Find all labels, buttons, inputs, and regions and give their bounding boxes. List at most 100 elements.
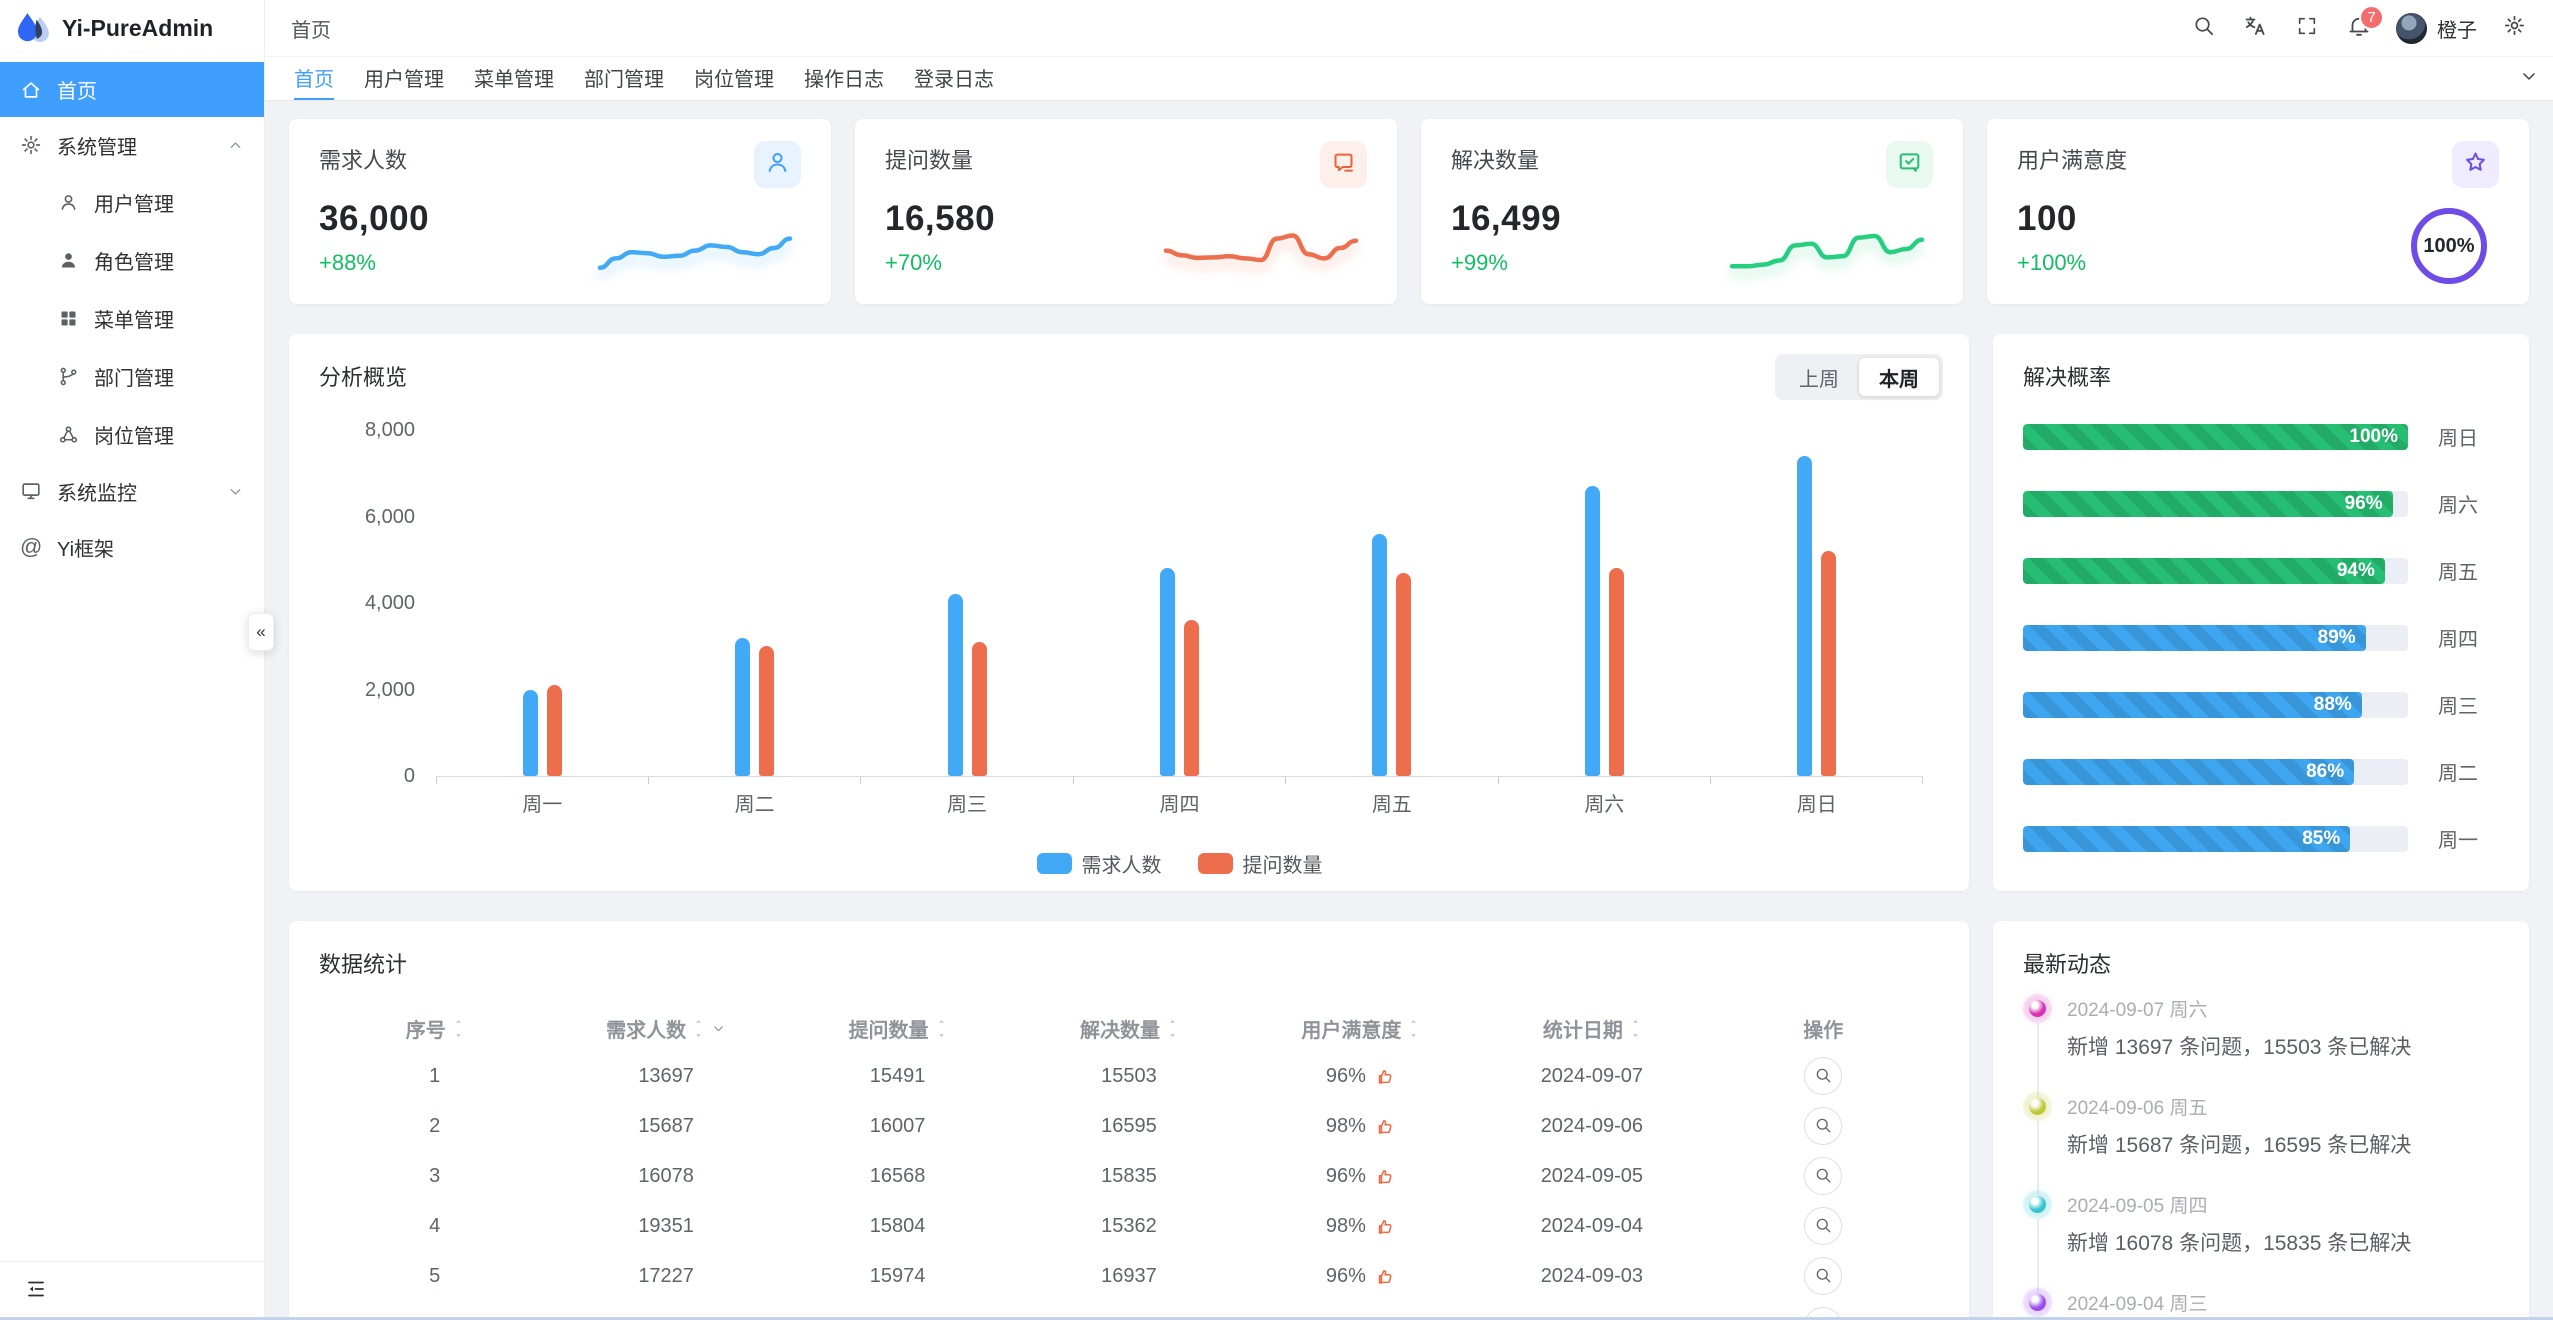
tab-label: 岗位管理 <box>694 69 774 91</box>
column-header-解决数量[interactable]: 解决数量 <box>1013 1014 1244 1043</box>
fullscreen-button[interactable] <box>2284 5 2330 51</box>
sort-carets[interactable] <box>1408 1017 1419 1040</box>
cell-satisfaction: 96% <box>1245 1165 1476 1188</box>
sparkline-chart <box>1163 233 1359 263</box>
tab-op-log[interactable]: 操作日志 <box>804 57 884 100</box>
tab-dept-mgmt[interactable]: 部门管理 <box>584 57 664 100</box>
row-view-button[interactable] <box>1804 1257 1843 1295</box>
settings-button[interactable] <box>2491 5 2537 51</box>
row-view-button[interactable] <box>1804 1107 1843 1145</box>
column-header-操作: 操作 <box>1708 1014 1939 1043</box>
legend-item-提问数量[interactable]: 提问数量 <box>1197 849 1323 878</box>
timeline-date: 2024-09-07 周六 <box>2067 1000 2208 1021</box>
sidebar-item-yi-framework[interactable]: @ Yi框架 <box>0 519 264 575</box>
cell-questions: 16007 <box>869 1114 926 1137</box>
stat-card-questions: 提问数量 16,580 +70% <box>855 119 1397 304</box>
sidebar-item-menu-mgmt[interactable]: 菜单管理 <box>0 289 264 347</box>
stat-card-solved: 解决数量 16,499 +99% <box>1421 119 1963 304</box>
chat-icon <box>1334 153 1353 172</box>
translate-button[interactable] <box>2232 5 2278 51</box>
sort-carets[interactable] <box>936 1017 947 1040</box>
column-header-统计日期[interactable]: 统计日期 <box>1476 1014 1707 1043</box>
sidebar-item-post-mgmt[interactable]: 岗位管理 <box>0 405 264 463</box>
column-header-提问数量[interactable]: 提问数量 <box>782 1014 1013 1043</box>
column-label: 统计日期 <box>1542 1019 1623 1042</box>
chart-category-6 <box>1711 430 1924 784</box>
branch-icon <box>60 367 77 385</box>
cell-satisfaction: 96% <box>1245 1065 1476 1088</box>
tab-post-mgmt[interactable]: 岗位管理 <box>694 57 774 100</box>
app-logo-row[interactable]: Yi-PureAdmin <box>0 0 264 57</box>
sidebar-item-label: 岗位管理 <box>94 425 174 448</box>
tab-options-button[interactable] <box>2505 57 2553 100</box>
thumb-icon <box>1378 1219 1392 1234</box>
legend-item-需求人数[interactable]: 需求人数 <box>1036 849 1162 878</box>
column-label: 用户满意度 <box>1301 1019 1402 1042</box>
row-view-button[interactable] <box>1804 1157 1843 1195</box>
sidebar-item-system-mgmt[interactable]: 系统管理 <box>0 117 264 173</box>
legend-label: 需求人数 <box>1081 855 1162 877</box>
column-label: 需求人数 <box>606 1019 687 1042</box>
sort-carets[interactable] <box>1167 1017 1178 1040</box>
timeline-text: 新增 15687 条问题，16595 条已解决 <box>2067 1134 2412 1157</box>
breadcrumb[interactable]: 首页 <box>291 19 331 42</box>
notifications-button[interactable]: 7 <box>2336 5 2384 51</box>
sort-carets[interactable] <box>1630 1017 1641 1040</box>
fullscreen-icon <box>2298 17 2316 34</box>
thumb-icon <box>1378 1069 1392 1084</box>
tab-menu-mgmt[interactable]: 菜单管理 <box>474 57 554 100</box>
sidebar-collapse-button[interactable] <box>0 1261 264 1320</box>
chart-x-labels: 周一 周二 周三 周四 周五 周六 周日 <box>436 788 1923 817</box>
sidebar-item-home[interactable]: 首页 <box>0 62 264 117</box>
timeline-date: 2024-09-06 周五 <box>2067 1098 2208 1119</box>
horizontal-scrollbar[interactable] <box>0 1317 2553 1320</box>
progress-fill: 94% <box>2023 557 2385 584</box>
magnifier-icon <box>1816 1268 1831 1282</box>
solve-rate-list: 100% 周日 96% 周六 94% 周五 89% 周四 88% 周三 86% … <box>2023 422 2499 853</box>
sort-carets[interactable] <box>453 1017 464 1040</box>
cell-date: 2024-09-07 <box>1540 1064 1643 1087</box>
solve-rate-title: 解决概率 <box>2023 365 2112 390</box>
stat-card-value: 16,499 <box>1451 199 1562 238</box>
sidebar-item-dept-mgmt[interactable]: 部门管理 <box>0 347 264 405</box>
sidebar-item-system-monitor[interactable]: 系统监控 <box>0 463 264 519</box>
sidebar-item-label: 用户管理 <box>94 193 174 216</box>
segment-last-week[interactable]: 上周 <box>1799 368 1839 391</box>
bar-chart: 0 2,000 4,000 6,000 8,000 周一 周二 周三 周四 周五 周六 周日 需求人… <box>331 419 1924 878</box>
legend-label: 提问数量 <box>1242 855 1323 877</box>
progress-day-label: 周日 <box>2438 428 2478 450</box>
progress-fill: 88% <box>2023 691 2362 718</box>
sidebar-item-user-mgmt[interactable]: 用户管理 <box>0 173 264 231</box>
table-row: 2 15687 16007 16595 98% 2024-09-06 <box>319 1101 1939 1151</box>
y-axis-tick-label: 4,000 <box>364 592 415 614</box>
sidebar-item-role-mgmt[interactable]: 角色管理 <box>0 231 264 289</box>
segment-this-week[interactable]: 本周 <box>1859 358 1939 396</box>
x-axis-label: 周日 <box>1796 794 1837 816</box>
caret-down-icon <box>1170 1033 1175 1037</box>
timeline-dot <box>2029 1294 2046 1311</box>
tab-user-mgmt[interactable]: 用户管理 <box>364 57 444 100</box>
main-content: 需求人数 36,000 +88% 提问数量 16,580 +70% 解决数量 1… <box>265 101 2553 1320</box>
stat-card-value: 100 <box>2017 199 2077 238</box>
user-menu[interactable]: 橙子 <box>2388 12 2485 44</box>
tab-login-log[interactable]: 登录日志 <box>914 57 994 100</box>
cell-id: 1 <box>429 1064 441 1087</box>
sidebar-item-label: 首页 <box>57 81 97 103</box>
column-header-序号[interactable]: 序号 <box>319 1014 550 1043</box>
column-header-用户满意度[interactable]: 用户满意度 <box>1245 1014 1476 1043</box>
progress-value: 88% <box>2313 693 2352 715</box>
row-view-button[interactable] <box>1804 1207 1843 1245</box>
tab-home[interactable]: 首页 <box>294 57 334 100</box>
overview-chart-card: 分析概览 上周 本周 0 2,000 4,000 6,000 8,000 周一 周二 周三 周四… <box>289 334 1969 891</box>
row-view-button[interactable] <box>1804 1057 1843 1095</box>
timeline-dot <box>2029 1196 2046 1213</box>
sidebar-fold-button[interactable]: « <box>248 613 274 651</box>
progress-track: 86% <box>2023 758 2408 785</box>
sort-carets[interactable] <box>693 1017 704 1040</box>
search-button[interactable] <box>2180 5 2226 51</box>
cell-solved: 16595 <box>1101 1114 1157 1137</box>
chev-down-icon <box>714 1025 723 1031</box>
timeline-date: 2024-09-04 周三 <box>2067 1294 2208 1315</box>
column-header-需求人数[interactable]: 需求人数 <box>550 1014 781 1043</box>
chart-category-1 <box>648 430 862 784</box>
